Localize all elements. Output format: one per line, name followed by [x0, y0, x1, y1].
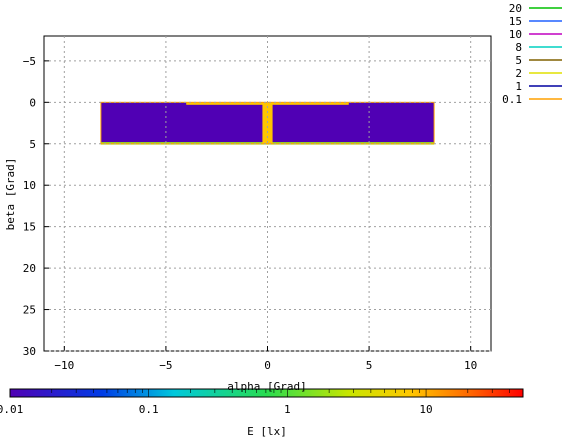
colorbar-label: E [lx] — [247, 425, 287, 437]
region-center-strip — [262, 102, 273, 144]
x-tick-label: 0 — [264, 359, 271, 372]
colorbar-tick-label: 1 — [284, 403, 291, 416]
y-tick-label: 25 — [23, 304, 36, 317]
legend-label: 10 — [509, 28, 522, 41]
y-tick-label: 15 — [23, 221, 36, 234]
plot-border — [43, 35, 492, 352]
x-axis-label: alpha [Grad] — [227, 380, 306, 393]
axes: −10 −5 0 5 10 −5 0 5 10 15 20 25 30 — [23, 35, 492, 372]
x-tick-label: 10 — [464, 359, 477, 372]
colorbar-tick-label: 0.01 — [0, 403, 23, 416]
y-axis-label: beta [Grad] — [4, 158, 17, 231]
colorbar-tick-label: 0.1 — [139, 403, 159, 416]
y-tick-label: 30 — [23, 345, 36, 358]
legend-label: 2 — [515, 67, 522, 80]
y-tick-label: 5 — [29, 138, 36, 151]
region-top-strip — [186, 102, 349, 105]
legend-label: 5 — [515, 54, 522, 67]
legend-label: 15 — [509, 15, 522, 28]
plot-area — [100, 101, 435, 145]
colorbar: 0.01 0.1 1 10 — [0, 388, 524, 416]
y-tick-label: 10 — [23, 179, 36, 192]
legend-label: 1 — [515, 80, 522, 93]
legend-label: 20 — [509, 2, 522, 15]
x-tick-label: −5 — [159, 359, 172, 372]
y-tick-label: 20 — [23, 262, 36, 275]
x-tick-label: 5 — [366, 359, 373, 372]
y-tick-label: −5 — [23, 55, 36, 68]
y-tick-label: 0 — [29, 96, 36, 109]
legend-label: 8 — [515, 41, 522, 54]
colorbar-tick-label: 10 — [419, 403, 432, 416]
legend-label: 0.1 — [502, 93, 522, 106]
x-tick-label: −10 — [54, 359, 74, 372]
